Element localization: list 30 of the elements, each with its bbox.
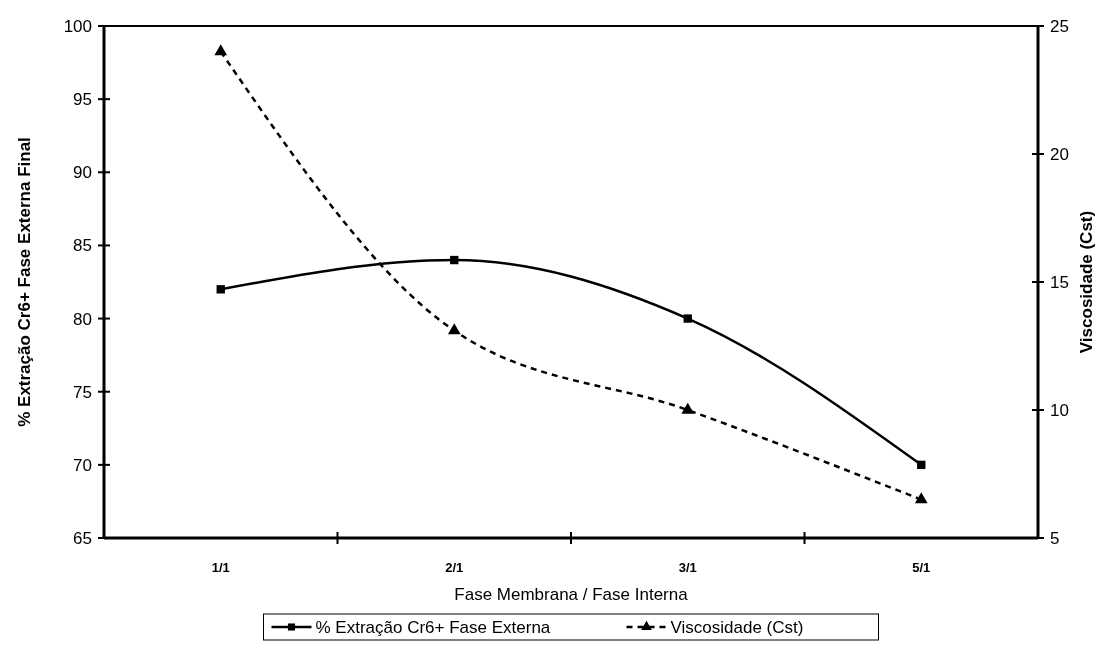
y-tick-label: 95 (73, 90, 92, 110)
x-tick-label: 3/1 (678, 560, 697, 575)
y2-axis-title: Viscosidade (Cst) (1077, 210, 1096, 354)
x-tick-label: 1/1 (211, 560, 230, 575)
y2-tick-label: 5 (1050, 528, 1060, 548)
point (914, 492, 928, 504)
y2-tick-label: 25 (1050, 16, 1069, 36)
y2-tick-label: 10 (1050, 400, 1069, 420)
point (683, 314, 692, 323)
point (214, 44, 228, 56)
y-tick-label: 85 (73, 236, 92, 256)
legend-label: Viscosidade (Cst) (670, 618, 804, 637)
y-tick-label: 90 (73, 163, 92, 183)
y-tick-label: 65 (73, 528, 92, 548)
point (216, 285, 225, 294)
y2-tick-label: 20 (1050, 144, 1069, 164)
x-tick-label: 5/1 (912, 560, 931, 575)
x-tick-label: 2/1 (445, 560, 464, 575)
y2-tick-label: 15 (1050, 272, 1069, 292)
point (450, 255, 459, 265)
point (917, 460, 926, 470)
x-axis-title: Fase Membrana / Fase Interna (454, 585, 689, 604)
y-tick-label: 70 (73, 455, 92, 475)
y-tick-label: 80 (73, 309, 92, 329)
y-tick-label: 100 (63, 16, 92, 36)
legend-label: % Extração Cr6+ Fase Externa (315, 618, 551, 637)
point (447, 323, 461, 335)
point (681, 402, 695, 414)
y-axis-title: % Extração Cr6+ Fase Externa Final (15, 137, 34, 427)
y-tick-label: 75 (73, 382, 92, 402)
